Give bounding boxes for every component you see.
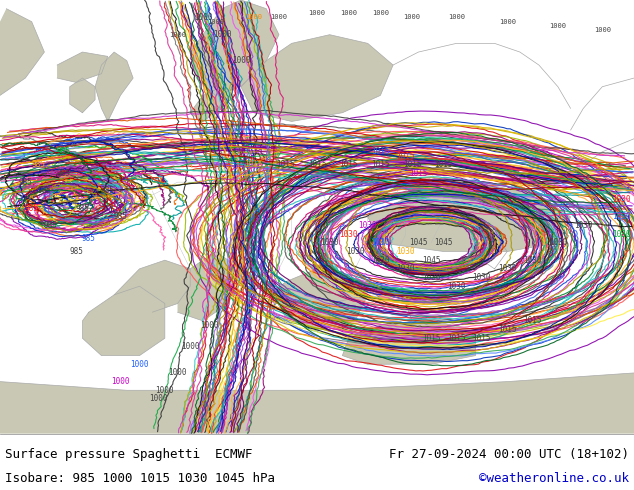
Polygon shape bbox=[342, 321, 476, 364]
Polygon shape bbox=[0, 373, 634, 434]
Text: 1015: 1015 bbox=[371, 147, 390, 156]
Text: 1000: 1000 bbox=[340, 10, 357, 16]
Text: 1000: 1000 bbox=[168, 368, 187, 377]
Polygon shape bbox=[273, 269, 368, 330]
Text: 1000: 1000 bbox=[448, 14, 465, 21]
Text: 985: 985 bbox=[31, 160, 45, 169]
Text: 1015: 1015 bbox=[403, 160, 422, 169]
Text: 985: 985 bbox=[44, 221, 58, 230]
Text: 1030: 1030 bbox=[396, 265, 415, 273]
Text: 1015: 1015 bbox=[422, 334, 441, 343]
Text: 1000: 1000 bbox=[130, 360, 149, 369]
Text: 1030: 1030 bbox=[612, 212, 631, 221]
Text: 1015: 1015 bbox=[409, 169, 428, 178]
Text: 1000: 1000 bbox=[200, 321, 219, 330]
Text: 1030: 1030 bbox=[612, 230, 631, 239]
Polygon shape bbox=[57, 52, 108, 82]
Text: 985: 985 bbox=[56, 147, 70, 156]
Text: 1030: 1030 bbox=[339, 230, 358, 239]
Text: 985: 985 bbox=[56, 169, 70, 178]
Text: 1015: 1015 bbox=[396, 151, 415, 161]
Text: 1015: 1015 bbox=[307, 160, 327, 169]
Text: 1000: 1000 bbox=[155, 386, 174, 395]
Polygon shape bbox=[0, 9, 44, 96]
Text: 1000: 1000 bbox=[372, 10, 389, 16]
Text: 1045: 1045 bbox=[422, 256, 441, 265]
Text: 1000: 1000 bbox=[271, 14, 287, 21]
Text: Fr 27-09-2024 00:00 UTC (18+102): Fr 27-09-2024 00:00 UTC (18+102) bbox=[389, 448, 629, 461]
Text: 1015: 1015 bbox=[447, 334, 466, 343]
Text: 985: 985 bbox=[113, 212, 127, 221]
Text: 985: 985 bbox=[75, 204, 89, 213]
Text: 1000: 1000 bbox=[245, 14, 262, 21]
Text: 1030: 1030 bbox=[523, 256, 542, 265]
Text: 1015: 1015 bbox=[244, 160, 263, 169]
Text: 1015: 1015 bbox=[371, 160, 390, 169]
Polygon shape bbox=[190, 87, 235, 122]
Text: 1000: 1000 bbox=[231, 56, 250, 65]
Text: 1030: 1030 bbox=[371, 238, 390, 247]
Text: 1000: 1000 bbox=[169, 32, 186, 38]
Polygon shape bbox=[190, 0, 279, 96]
Text: ©weatheronline.co.uk: ©weatheronline.co.uk bbox=[479, 472, 629, 486]
Text: 1000: 1000 bbox=[149, 394, 168, 403]
Polygon shape bbox=[114, 260, 190, 312]
Text: 985: 985 bbox=[101, 186, 115, 196]
Text: 985: 985 bbox=[25, 204, 39, 213]
Text: 1030: 1030 bbox=[346, 247, 365, 256]
Text: 1015: 1015 bbox=[339, 160, 358, 169]
Polygon shape bbox=[82, 286, 165, 356]
Text: 1015: 1015 bbox=[498, 325, 517, 334]
Polygon shape bbox=[368, 182, 571, 251]
Polygon shape bbox=[70, 78, 95, 113]
Text: 1000: 1000 bbox=[309, 10, 325, 16]
Text: 1030: 1030 bbox=[447, 282, 466, 291]
Text: 985: 985 bbox=[18, 178, 32, 187]
Polygon shape bbox=[178, 251, 241, 321]
Text: 1030: 1030 bbox=[574, 221, 593, 230]
Text: 1030: 1030 bbox=[371, 256, 390, 265]
Polygon shape bbox=[241, 35, 393, 122]
Text: 1000: 1000 bbox=[499, 19, 515, 25]
Text: 1015: 1015 bbox=[434, 160, 453, 169]
Text: 1030: 1030 bbox=[358, 221, 377, 230]
Text: 1015: 1015 bbox=[276, 160, 295, 169]
Text: 1030: 1030 bbox=[498, 265, 517, 273]
Text: 1000: 1000 bbox=[404, 14, 420, 21]
Text: 1030: 1030 bbox=[472, 273, 491, 282]
Text: 1000: 1000 bbox=[207, 19, 224, 25]
Text: 1045: 1045 bbox=[409, 238, 428, 247]
Text: 1030: 1030 bbox=[612, 195, 631, 204]
Polygon shape bbox=[95, 52, 133, 122]
Text: 985: 985 bbox=[82, 234, 96, 243]
Text: 1000: 1000 bbox=[550, 23, 566, 29]
Text: 1000: 1000 bbox=[212, 30, 231, 39]
Text: 1000: 1000 bbox=[193, 13, 212, 22]
Text: 985: 985 bbox=[37, 186, 51, 196]
Text: Surface pressure Spaghetti  ECMWF: Surface pressure Spaghetti ECMWF bbox=[5, 448, 252, 461]
Text: 985: 985 bbox=[69, 247, 83, 256]
Text: 1030: 1030 bbox=[548, 238, 567, 247]
Text: 1000: 1000 bbox=[594, 27, 611, 33]
Text: 1015: 1015 bbox=[523, 317, 542, 325]
Text: Isobare: 985 1000 1015 1030 1045 hPa: Isobare: 985 1000 1015 1030 1045 hPa bbox=[5, 472, 275, 486]
Text: 1015: 1015 bbox=[472, 334, 491, 343]
Text: 1000: 1000 bbox=[111, 377, 130, 386]
Text: 1045: 1045 bbox=[434, 238, 453, 247]
Text: 1030: 1030 bbox=[320, 238, 339, 247]
Text: 1030: 1030 bbox=[396, 247, 415, 256]
Text: 1000: 1000 bbox=[181, 343, 200, 351]
Text: 1030: 1030 bbox=[422, 273, 441, 282]
